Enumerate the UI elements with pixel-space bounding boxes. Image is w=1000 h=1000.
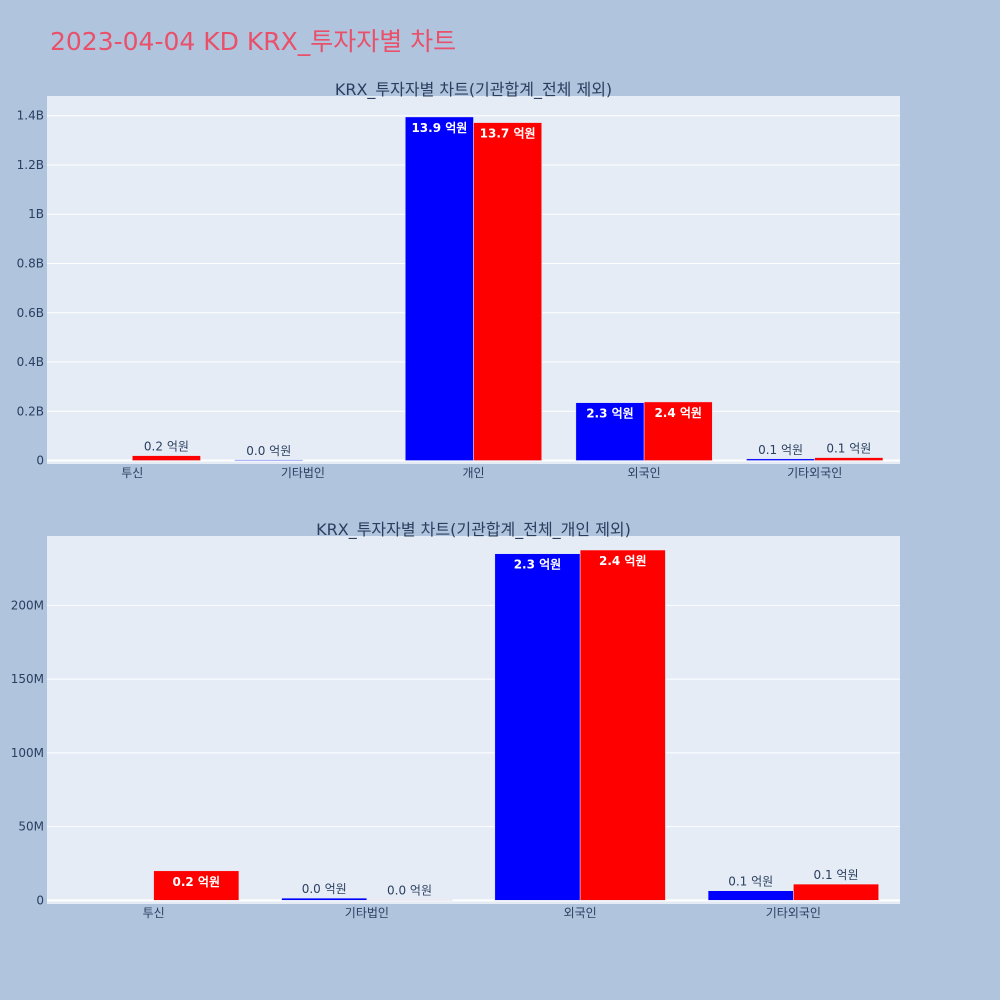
x-tick-label: 외국인 <box>564 906 597 920</box>
chart-title: KRX_투자자별 차트(기관합계_전체_개인 제외) <box>316 520 631 540</box>
page-title: 2023-04-04 KD KRX_투자자별 차트 <box>50 27 457 56</box>
bar <box>643 401 713 461</box>
data-label: 0.0 억원 <box>387 884 432 898</box>
y-tick-label: 1.4B <box>17 109 44 123</box>
bar <box>234 459 304 461</box>
x-tick-label: 투신 <box>143 906 165 920</box>
y-tick-label: 50M <box>18 820 44 834</box>
bar <box>132 455 201 461</box>
bar <box>494 553 581 901</box>
y-tick-label: 0 <box>36 893 44 907</box>
data-label: 0.2 억원 <box>144 440 189 454</box>
bar <box>405 116 474 461</box>
data-label: 13.9 억원 <box>411 121 467 135</box>
x-tick-label: 개인 <box>462 466 484 480</box>
y-tick-label: 0.6B <box>17 306 44 320</box>
y-tick-label: 1.2B <box>17 158 44 172</box>
x-tick-label: 기타법인 <box>345 906 389 920</box>
y-tick-label: 100M <box>11 746 44 760</box>
bar <box>281 897 368 901</box>
data-label: 0.1 억원 <box>814 868 859 882</box>
bar <box>579 549 666 901</box>
y-tick-label: 0.2B <box>17 404 44 418</box>
data-label: 0.1 억원 <box>826 442 871 456</box>
plot-background <box>47 536 900 904</box>
data-label: 2.4 억원 <box>654 406 702 420</box>
data-label: 0.0 억원 <box>246 444 291 458</box>
y-tick-label: 0 <box>36 454 44 468</box>
x-tick-label: 외국인 <box>628 466 661 480</box>
bar <box>473 122 542 461</box>
y-tick-label: 0.4B <box>17 355 44 369</box>
y-tick-label: 0.8B <box>17 256 44 270</box>
y-tick-label: 1B <box>28 207 44 221</box>
data-label: 2.3 억원 <box>586 407 634 421</box>
data-label: 0.1 억원 <box>728 875 773 889</box>
x-tick-label: 기타외국인 <box>766 906 821 920</box>
y-tick-label: 150M <box>11 672 44 686</box>
bar <box>793 883 879 901</box>
bar <box>814 457 884 461</box>
bar <box>153 870 240 901</box>
x-tick-label: 기타법인 <box>281 466 325 480</box>
bar <box>707 890 794 901</box>
data-label: 0.1 억원 <box>758 443 803 457</box>
bar <box>366 899 453 901</box>
x-tick-label: 기타외국인 <box>787 466 842 480</box>
data-label: 0.0 억원 <box>302 882 347 896</box>
bar <box>746 458 815 461</box>
data-label: 13.7 억원 <box>480 127 536 141</box>
chart-title: KRX_투자자별 차트(기관합계_전체 제외) <box>335 80 612 100</box>
chart-1: 0 0.2B 0.4B 0.6B 0.8B 1B 1.2B 1.4B KRX_투자자별 차트(기… <box>17 80 900 480</box>
data-label: 0.2 억원 <box>173 875 221 889</box>
y-tick-label: 200M <box>11 598 44 612</box>
data-label: 2.3 억원 <box>514 558 562 572</box>
chart-2: 0 50M 100M 150M 200M KRX_투자자별 차트(기관합계_전체_개인 제… <box>11 520 900 920</box>
x-tick-label: 투신 <box>121 466 143 480</box>
data-label: 2.4 억원 <box>599 554 647 568</box>
